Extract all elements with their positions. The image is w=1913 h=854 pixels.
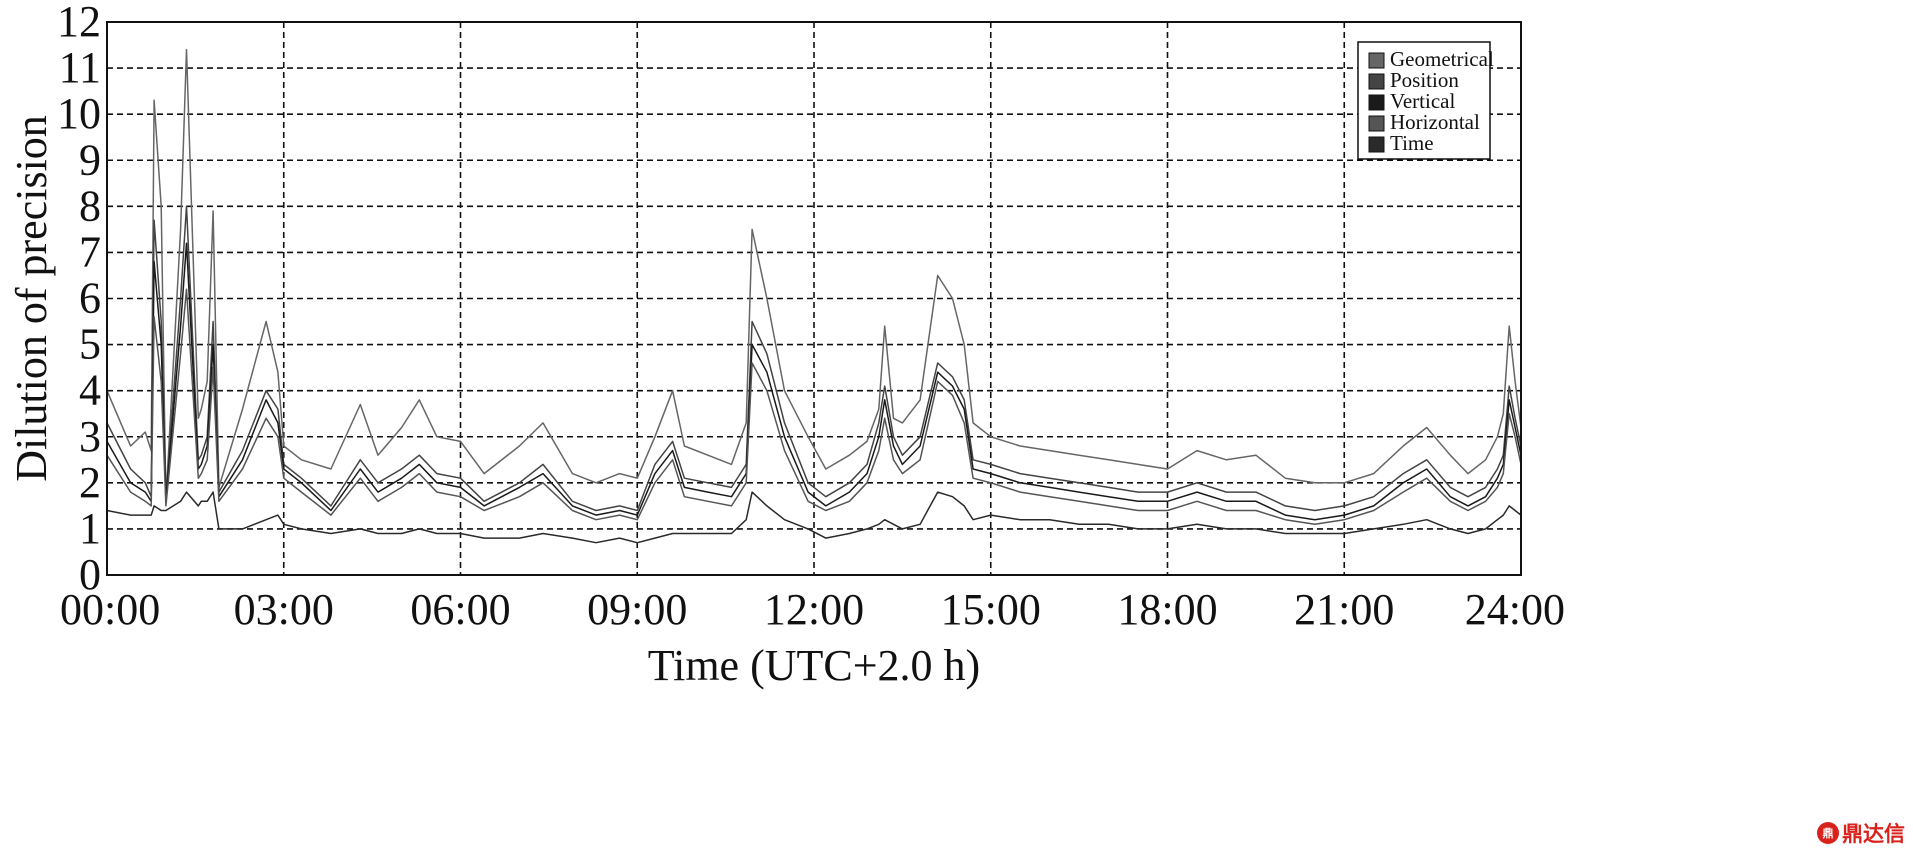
- series-line-time: [106, 491, 1522, 544]
- x-tick-label: 00:00: [60, 585, 160, 634]
- y-tick-label: 2: [79, 458, 101, 507]
- watermark-logo-icon: 鼎: [1817, 822, 1839, 844]
- x-axis-title: Time (UTC+2.0 h): [648, 641, 980, 690]
- y-tick-label: 8: [79, 181, 101, 230]
- watermark: 鼎 鼎达信: [1817, 818, 1905, 848]
- y-tick-label: 10: [57, 89, 101, 138]
- legend-swatch: [1368, 73, 1385, 90]
- legend-swatch: [1368, 115, 1385, 132]
- legend-label: Horizontal: [1390, 110, 1480, 134]
- y-axis-title: Dilution of precision: [7, 115, 56, 482]
- legend-label: Time: [1390, 131, 1434, 155]
- y-tick-label: 5: [79, 320, 101, 369]
- legend-label: Geometrical: [1390, 47, 1494, 71]
- legend-swatch: [1368, 52, 1385, 69]
- x-axis-tick-labels: 00:00 03:00 06:00 09:00 12:00 15:00 18:00 21:00…: [60, 585, 1565, 634]
- grid: [107, 22, 1521, 575]
- x-tick-label: 03:00: [234, 585, 334, 634]
- y-tick-label: 0: [79, 550, 101, 599]
- y-tick-label: 6: [79, 274, 101, 323]
- y-tick-label: 1: [79, 504, 101, 553]
- x-tick-label: 18:00: [1117, 585, 1217, 634]
- series-line-horizontal: [106, 288, 1522, 526]
- y-tick-label: 11: [59, 43, 101, 92]
- y-tick-label: 9: [79, 135, 101, 184]
- y-tick-label: 3: [79, 412, 101, 461]
- plot-frame: [106, 21, 1522, 576]
- watermark-text: 鼎达信: [1842, 822, 1905, 846]
- legend-swatch: [1368, 94, 1385, 111]
- x-tick-label: 24:00: [1465, 585, 1565, 634]
- legend: GeometricalPositionVerticalHorizontalTim…: [1357, 41, 1494, 160]
- x-tick-label: 15:00: [941, 585, 1041, 634]
- y-tick-label: 7: [79, 227, 101, 276]
- legend-label: Vertical: [1390, 89, 1455, 113]
- x-tick-label: 09:00: [587, 585, 687, 634]
- x-tick-label: 12:00: [764, 585, 864, 634]
- legend-swatch: [1368, 136, 1385, 153]
- series-lines: [106, 48, 1522, 544]
- y-tick-label: 12: [57, 0, 101, 46]
- legend-label: Position: [1390, 68, 1459, 92]
- y-tick-label: 4: [79, 366, 101, 415]
- x-tick-label: 21:00: [1294, 585, 1394, 634]
- x-tick-label: 06:00: [410, 585, 510, 634]
